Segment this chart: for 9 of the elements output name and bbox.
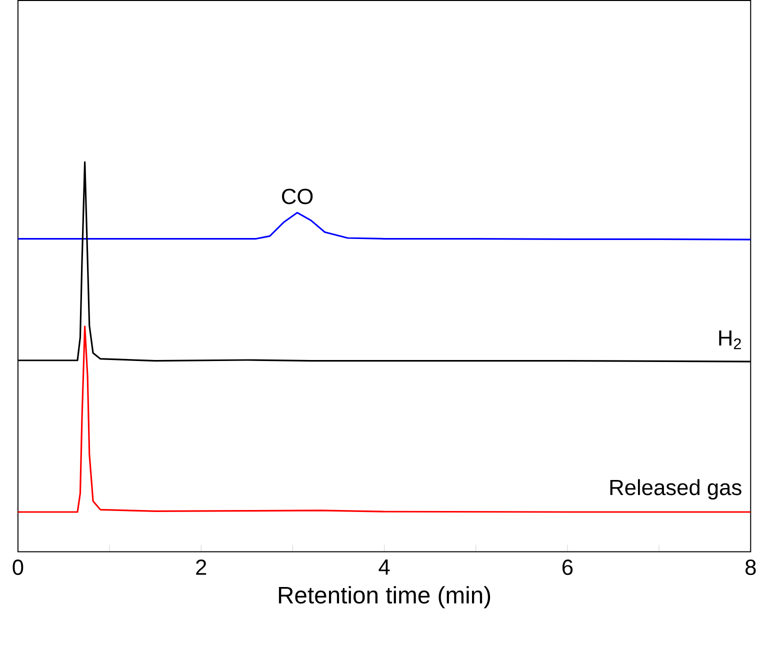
series-label: Released gas [610, 478, 742, 500]
series-label: CO [282, 188, 313, 204]
x-tick-label: 0 [12, 559, 24, 575]
x-tick-label: 8 [746, 559, 756, 575]
x-axis-title: Retention time (min) [278, 586, 490, 608]
x-tick-label: 2 [196, 559, 206, 575]
series-label: H$_{2}$ [719, 330, 741, 349]
x-tick-label: 6 [562, 559, 573, 575]
x-tick-label: 4 [378, 559, 390, 574]
